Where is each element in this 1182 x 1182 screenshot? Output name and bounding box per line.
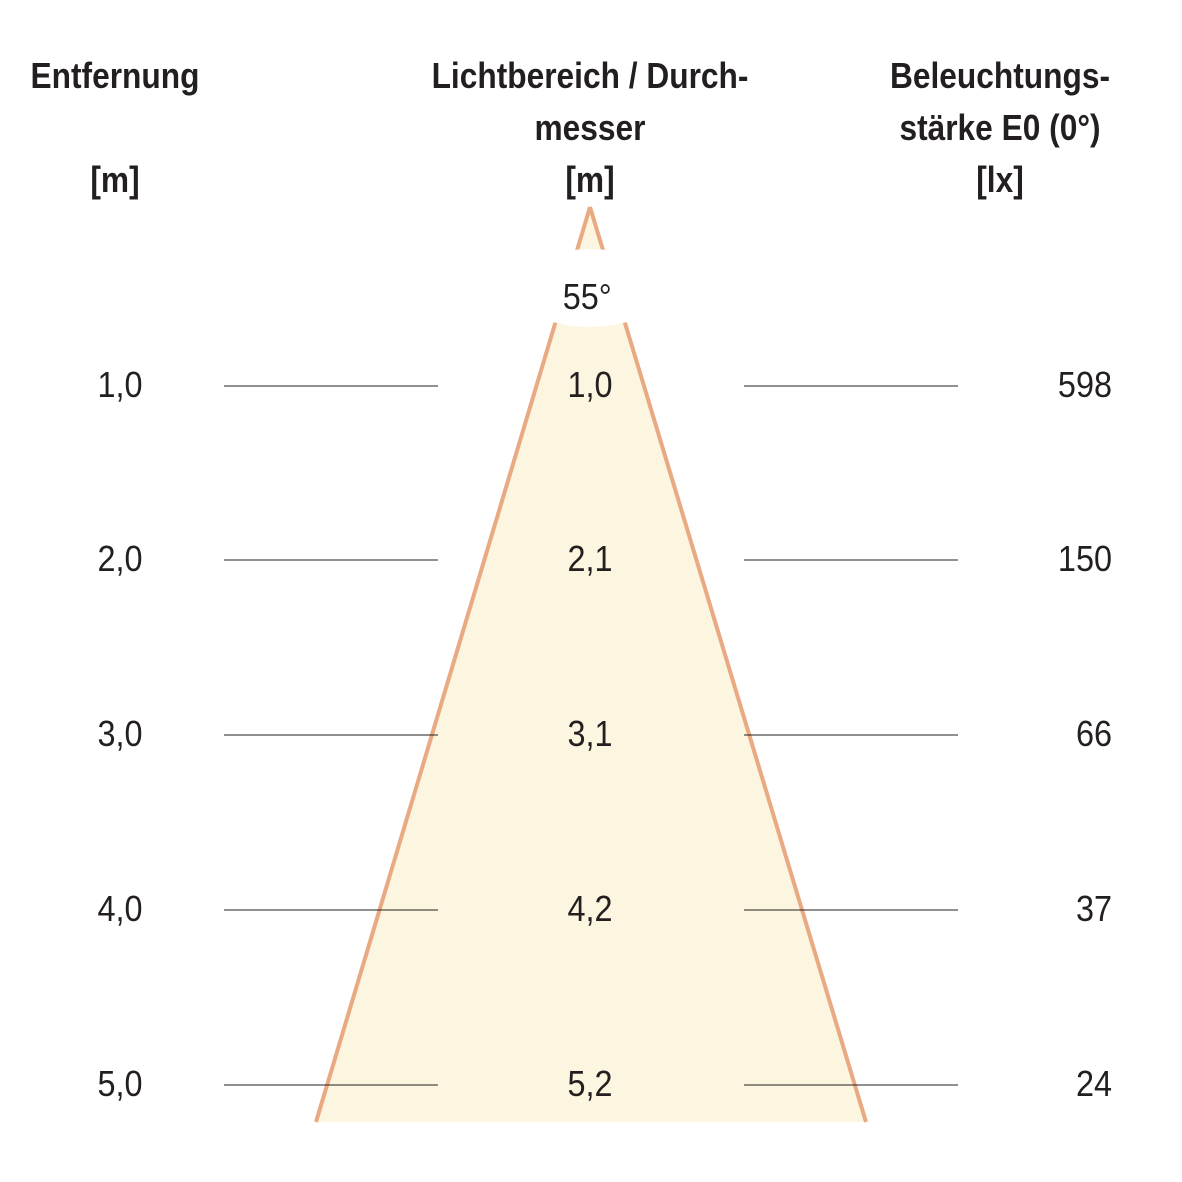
diameter-value: 3,1 <box>567 713 613 754</box>
distance-title: Entfernung <box>30 55 200 96</box>
illuminance-value: 598 <box>1057 364 1112 405</box>
diameter-title-line1: Lichtbereich / Durch- <box>431 55 749 96</box>
distance-value: 2,0 <box>97 538 143 579</box>
distance-header: Entfernung [m] <box>23 50 208 206</box>
distance-value: 4,0 <box>97 888 143 929</box>
illuminance-value: 37 <box>1075 888 1112 929</box>
angle-label-background <box>540 249 640 327</box>
cone-edge-right <box>588 206 868 1123</box>
illuminance-unit: [lx] <box>976 159 1024 200</box>
illuminance-value: 66 <box>1075 713 1112 754</box>
diameter-title-line2: messer <box>534 107 646 148</box>
distance-value: 3,0 <box>97 713 143 754</box>
diameter-value: 5,2 <box>567 1063 613 1104</box>
illuminance-title-line2: stärke E0 (0°) <box>899 107 1101 148</box>
beam-angle-label: 55° <box>562 276 612 317</box>
cone-edge-left <box>314 206 592 1123</box>
illuminance-value: 150 <box>1057 538 1112 579</box>
diameter-unit: [m] <box>565 159 615 200</box>
light-cone <box>316 207 866 1122</box>
illuminance-header: Beleuchtungs- stärke E0 (0°) [lx] <box>877 50 1123 206</box>
distance-unit: [m] <box>90 159 140 200</box>
distance-value: 1,0 <box>97 364 143 405</box>
diameter-value: 4,2 <box>567 888 613 929</box>
diameter-value: 1,0 <box>567 364 613 405</box>
diameter-value: 2,1 <box>567 538 613 579</box>
illuminance-title-line1: Beleuchtungs- <box>889 55 1110 96</box>
diameter-header: Lichtbereich / Durch- messer [m] <box>405 50 775 206</box>
illuminance-value: 24 <box>1075 1063 1112 1104</box>
distance-value: 5,0 <box>97 1063 143 1104</box>
